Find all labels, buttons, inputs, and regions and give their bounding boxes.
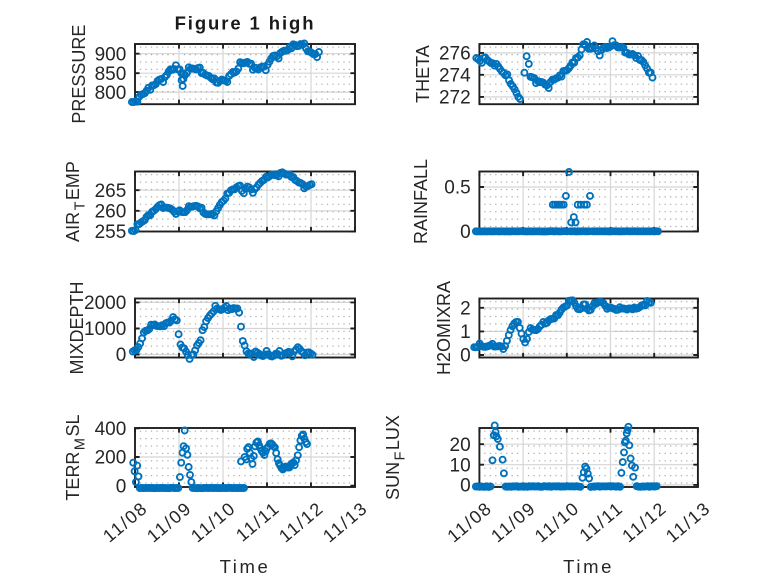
svg-text:260: 260	[95, 202, 127, 223]
svg-text:TERRM​SL: TERRM​SL	[63, 414, 89, 500]
svg-text:RAINFALL: RAINFALL	[411, 159, 431, 244]
svg-text:1: 1	[460, 322, 471, 343]
svg-text:850: 850	[95, 64, 127, 85]
svg-text:MIXDEPTH: MIXDEPTH	[67, 281, 87, 374]
svg-text:800: 800	[95, 83, 127, 104]
svg-text:AIRT​EMP: AIRT​EMP	[63, 161, 89, 242]
svg-text:20: 20	[450, 435, 471, 456]
svg-text:272: 272	[439, 88, 471, 109]
svg-text:SUNF​LUX: SUNF​LUX	[383, 415, 409, 500]
svg-text:255: 255	[95, 222, 127, 243]
svg-text:400: 400	[95, 419, 127, 440]
svg-text:10: 10	[450, 455, 471, 476]
svg-text:900: 900	[95, 44, 127, 65]
svg-text:276: 276	[439, 44, 471, 65]
svg-text:H2OMIXRA: H2OMIXRA	[434, 281, 454, 375]
svg-text:PRESSURE: PRESSURE	[69, 25, 89, 124]
svg-text:0: 0	[116, 476, 127, 497]
svg-text:2: 2	[460, 299, 471, 320]
svg-text:THETA: THETA	[413, 45, 433, 103]
svg-text:Time: Time	[563, 556, 614, 577]
svg-text:2000: 2000	[84, 293, 126, 314]
svg-text:0: 0	[460, 476, 471, 497]
svg-text:274: 274	[439, 66, 471, 87]
svg-text:0.5: 0.5	[444, 178, 470, 199]
svg-text:200: 200	[95, 448, 127, 469]
svg-text:0: 0	[460, 222, 471, 243]
svg-text:265: 265	[95, 181, 127, 202]
svg-text:0: 0	[116, 345, 127, 366]
svg-text:0: 0	[460, 346, 471, 367]
svg-text:1000: 1000	[84, 319, 126, 340]
svg-text:Figure 1 high: Figure 1 high	[175, 13, 316, 34]
svg-text:Time: Time	[220, 556, 271, 577]
